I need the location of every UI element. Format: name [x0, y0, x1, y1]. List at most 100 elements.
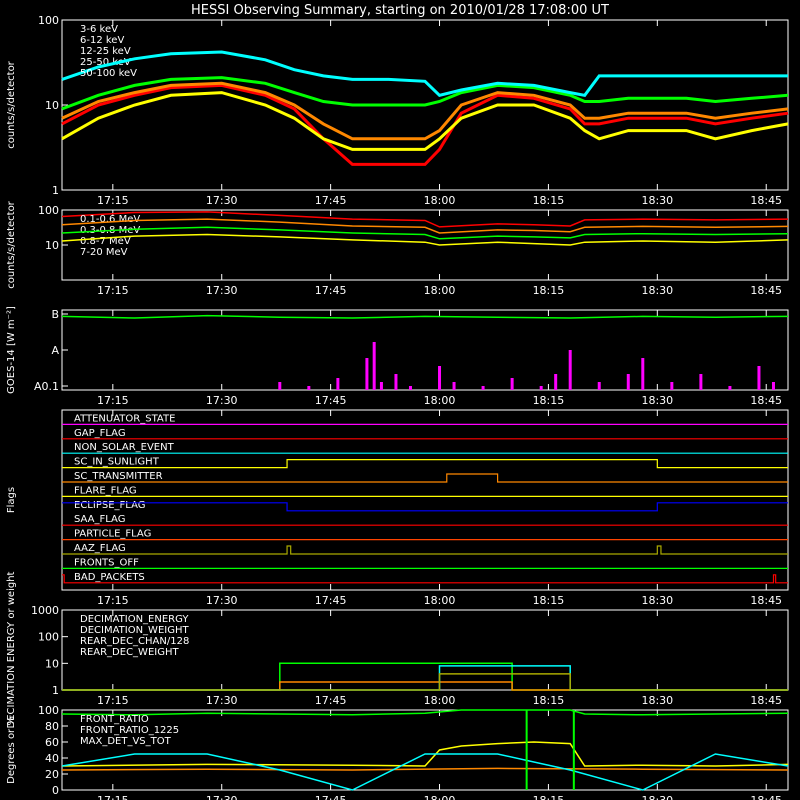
x-tick-label: 17:15	[97, 394, 129, 407]
y-tick-label: 40	[45, 752, 59, 765]
y-axis-label-0: counts/s/detector	[6, 60, 17, 148]
legend-entry-5-2: MAX_DET_VS_TOT	[80, 736, 172, 747]
panel-frame-5	[61, 709, 789, 791]
x-tick-label: 17:15	[97, 594, 129, 607]
x-tick-label: 18:00	[424, 694, 456, 707]
x-tick-label: 18:00	[424, 284, 456, 297]
flag-line-11	[62, 574, 788, 584]
y-axis-label-2: GOES-14 [W m⁻²]	[6, 306, 17, 394]
y-axis-label-1: counts/s/detector	[6, 200, 17, 288]
flag-label-1: GAP_FLAG	[74, 428, 126, 439]
legend-entry-0-2: 12-25 keV	[80, 46, 131, 57]
flag-line-4	[62, 473, 788, 483]
y-tick-label: 100	[38, 704, 59, 717]
legend-entry-0-0: 3-6 keV	[80, 24, 118, 35]
x-tick-label: 18:00	[424, 794, 456, 800]
flag-label-10: FRONTS_OFF	[74, 557, 139, 568]
legend-entry-4-1: DECIMATION_WEIGHT	[80, 625, 189, 636]
x-tick-label: 18:30	[641, 394, 673, 407]
y-tick-label: 10	[45, 239, 59, 252]
series-line-1-3	[61, 233, 789, 246]
flag-label-8: PARTICLE_FLAG	[74, 529, 151, 540]
x-tick-label: 17:30	[206, 594, 238, 607]
x-tick-label: 17:45	[315, 594, 347, 607]
series-line-0-0	[61, 83, 789, 166]
legend-entry-5-1: FRONT_RATIO_1225	[80, 725, 179, 736]
x-tick-label: 18:00	[424, 594, 456, 607]
x-tick-label: 18:15	[533, 694, 565, 707]
x-tick-label: 17:45	[315, 694, 347, 707]
x-tick-label: 18:45	[750, 594, 782, 607]
x-tick-label: 17:30	[206, 284, 238, 297]
x-tick-label: 17:30	[206, 394, 238, 407]
flag-label-0: ATTENUATOR_STATE	[74, 413, 175, 424]
flag-label-4: SC_TRANSMITTER	[74, 471, 163, 482]
x-tick-label: 18:15	[533, 794, 565, 800]
flag-label-9: AAZ_FLAG	[74, 543, 126, 554]
x-tick-label: 18:00	[424, 194, 456, 207]
x-tick-label: 17:15	[97, 794, 129, 800]
x-tick-label: 18:15	[533, 594, 565, 607]
y-tick-label: A	[51, 344, 59, 357]
series-line-5-0	[61, 709, 789, 716]
y-tick-label: 1	[52, 684, 59, 697]
y-axis-label-5: Degrees or %	[6, 716, 17, 784]
x-tick-label: 18:15	[533, 284, 565, 297]
x-tick-label: 18:15	[533, 194, 565, 207]
legend-entry-0-3: 25-50 keV	[80, 57, 131, 68]
legend-entry-0-4: 50-100 keV	[80, 68, 137, 79]
y-tick-label: 60	[45, 736, 59, 749]
flag-line-6	[62, 502, 788, 512]
x-tick-label: 17:30	[206, 194, 238, 207]
x-tick-label: 18:30	[641, 284, 673, 297]
legend-entry-1-2: 0.8-7 MeV	[80, 236, 131, 247]
x-tick-label: 17:15	[97, 194, 129, 207]
y-tick-label: 80	[45, 720, 59, 733]
x-tick-label: 18:30	[641, 794, 673, 800]
flag-label-2: NON_SOLAR_EVENT	[74, 442, 175, 453]
flag-label-11: BAD_PACKETS	[74, 572, 145, 583]
flag-label-5: FLARE_FLAG	[74, 485, 137, 496]
x-tick-label: 17:45	[315, 194, 347, 207]
panel-frame-2	[61, 309, 789, 391]
series-line-5-2	[61, 767, 789, 771]
x-tick-label: 17:30	[206, 694, 238, 707]
series-line-0-2	[61, 91, 789, 151]
x-tick-label: 18:30	[641, 694, 673, 707]
y-tick-label: 100	[38, 631, 59, 644]
series-line-1-0	[61, 211, 789, 228]
chart-title: HESSI Observing Summary, starting on 201…	[191, 3, 609, 18]
y-tick-label: 1000	[31, 604, 59, 617]
series-line-5-1	[61, 741, 789, 767]
x-tick-label: 17:45	[315, 394, 347, 407]
series-line-4-2	[62, 665, 788, 691]
series-line-0-3	[61, 76, 789, 111]
legend-entry-4-2: REAR_DEC_CHAN/128	[80, 636, 189, 647]
x-tick-label: 18:45	[750, 694, 782, 707]
y-axis-label-4: DECIMATION ENERGY or weight	[6, 571, 17, 728]
y-tick-label: 10	[45, 99, 59, 112]
x-tick-label: 17:15	[97, 694, 129, 707]
flag-label-6: ECLIPSE_FLAG	[74, 500, 145, 511]
x-tick-label: 17:30	[206, 794, 238, 800]
flag-label-7: SAA_FLAG	[74, 514, 125, 525]
flag-label-3: SC_IN_SUNLIGHT	[74, 457, 160, 468]
x-tick-label: 18:00	[424, 394, 456, 407]
series-line-0-4	[61, 50, 788, 97]
legend-entry-5-0: FRONT_RATIO	[80, 714, 149, 725]
x-tick-label: 18:45	[750, 284, 782, 297]
flag-line-3	[62, 459, 788, 469]
series-line-2-0	[61, 314, 789, 319]
x-tick-label: 17:45	[315, 794, 347, 800]
y-tick-label: 1	[52, 184, 59, 197]
x-tick-label: 18:45	[750, 194, 782, 207]
series-line-1-1	[61, 218, 789, 234]
y-tick-label: 10	[45, 657, 59, 670]
x-tick-label: 18:45	[750, 794, 782, 800]
x-tick-label: 18:30	[641, 194, 673, 207]
x-tick-label: 18:45	[750, 394, 782, 407]
x-tick-label: 17:15	[97, 284, 129, 297]
y-tick-label: A0.1	[34, 380, 59, 393]
